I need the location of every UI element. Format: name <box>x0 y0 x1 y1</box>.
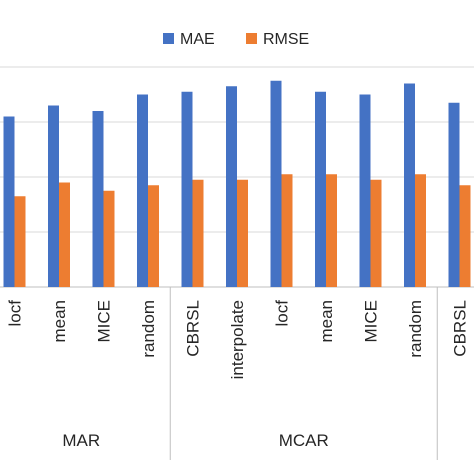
bar-rmse <box>281 174 293 287</box>
bar-rmse <box>59 182 70 287</box>
x-tick-label: CBRSL <box>184 300 203 357</box>
bar-rmse <box>326 174 337 287</box>
bar-mae <box>137 94 148 287</box>
legend-label-mae: MAE <box>180 31 215 48</box>
bar-rmse <box>459 185 471 287</box>
bar-mae <box>315 91 326 287</box>
bars <box>3 80 471 287</box>
bar-mae <box>270 80 282 287</box>
bar-rmse <box>148 185 159 287</box>
bar-rmse <box>14 196 26 287</box>
bar-rmse <box>415 174 426 287</box>
x-group-label: MCAR <box>279 431 329 450</box>
x-tick-label: mean <box>317 300 336 343</box>
bar-mae <box>181 91 193 287</box>
bar-mae <box>3 116 15 287</box>
legend: MAE RMSE <box>163 31 309 48</box>
bar-rmse <box>103 190 115 287</box>
x-tick-label: random <box>406 300 425 358</box>
bar-rmse <box>370 179 382 287</box>
bar-mae <box>226 86 237 287</box>
bar-rmse <box>192 179 204 287</box>
legend-label-rmse: RMSE <box>263 31 309 48</box>
bar-mae <box>448 102 460 287</box>
x-tick-label: locf <box>6 300 25 327</box>
x-tick-label: mean <box>50 300 69 343</box>
x-tick-label: locf <box>273 300 292 327</box>
bar-mae <box>359 94 371 287</box>
bar-rmse <box>237 179 248 287</box>
x-tick-label: random <box>139 300 158 358</box>
legend-swatch-rmse <box>246 33 257 44</box>
category-axis: locf mean MICE random CBRSL interpolate locf me… <box>6 287 470 460</box>
x-tick-label: MICE <box>362 300 381 343</box>
bar-mae <box>48 105 59 287</box>
x-tick-label: MICE <box>95 300 114 343</box>
legend-swatch-mae <box>163 33 174 44</box>
x-tick-label: interpolate <box>228 300 247 379</box>
x-group-label: MAR <box>62 431 100 450</box>
x-tick-label: CBRSL <box>451 300 470 357</box>
bar-mae <box>404 83 415 287</box>
bar-mae <box>92 111 104 287</box>
